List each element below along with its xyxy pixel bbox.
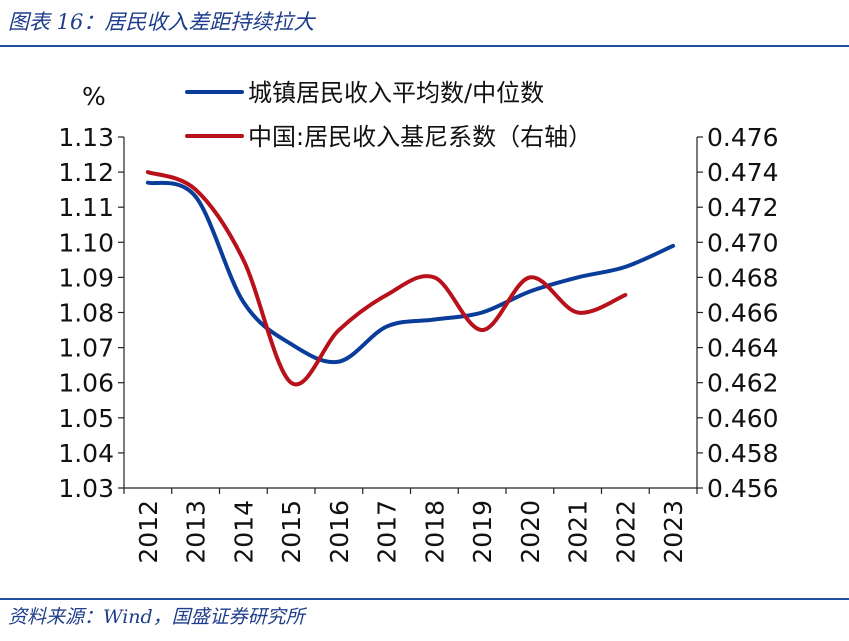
right-tick-label: 0.470 — [707, 228, 779, 257]
y-axis-label: % — [82, 82, 106, 111]
x-axis-ticks: 2012 2013 2014 2015 2016 2017 2018 2019 2020 2021… — [123, 488, 698, 564]
right-tick-label: 0.468 — [707, 263, 779, 292]
source-note: 资料来源：Wind，国盛证券研究所 — [8, 606, 305, 628]
x-tick-label: 2015 — [277, 500, 306, 564]
legend-label-2: 中国:居民收入基尼系数（右轴） — [248, 123, 592, 151]
x-tick-label: 2017 — [373, 500, 402, 564]
left-tick-label: 1.03 — [58, 474, 114, 503]
x-tick-label: 2020 — [516, 500, 545, 564]
series-line-2 — [145, 170, 628, 387]
figure-title: 图表 16：居民收入差距持续拉大 — [8, 10, 315, 34]
series-lines — [145, 170, 676, 387]
right-tick-label: 0.458 — [707, 439, 779, 468]
right-tick-label: 0.472 — [707, 193, 779, 222]
x-tick-label: 2014 — [229, 500, 258, 564]
x-tick-label: 2013 — [182, 500, 211, 564]
x-tick-label: 2012 — [134, 500, 163, 564]
right-axis-ticks: 0.456 0.458 0.460 0.462 0.464 0.466 0.468 0.470… — [697, 123, 779, 503]
x-tick-label: 2022 — [611, 500, 640, 564]
right-tick-label: 0.466 — [707, 299, 779, 328]
left-axis-ticks: 1.03 1.04 1.05 1.06 1.07 1.08 1.09 1.10 1.11 1.12… — [58, 123, 124, 503]
right-tick-label: 0.476 — [707, 123, 779, 152]
left-tick-label: 1.12 — [58, 158, 114, 187]
series-line-1 — [145, 180, 676, 365]
left-tick-label: 1.11 — [58, 193, 114, 222]
right-tick-label: 0.462 — [707, 369, 779, 398]
source-rule — [0, 598, 849, 600]
left-tick-label: 1.05 — [58, 404, 114, 433]
left-tick-label: 1.08 — [58, 299, 114, 328]
x-tick-label: 2016 — [325, 500, 354, 564]
left-tick-label: 1.09 — [58, 263, 114, 292]
title-rule — [0, 45, 849, 47]
x-tick-label: 2018 — [420, 500, 449, 564]
x-tick-label: 2019 — [468, 500, 497, 564]
x-tick-label: 2023 — [659, 500, 688, 564]
right-tick-label: 0.464 — [707, 334, 779, 363]
right-tick-label: 0.460 — [707, 404, 779, 433]
right-tick-label: 0.474 — [707, 158, 779, 187]
right-tick-label: 0.456 — [707, 474, 779, 503]
left-tick-label: 1.10 — [58, 228, 114, 257]
legend-label-1: 城镇居民收入平均数/中位数 — [248, 79, 544, 107]
left-tick-label: 1.13 — [58, 123, 114, 152]
left-tick-label: 1.07 — [58, 334, 114, 363]
x-tick-label: 2021 — [564, 500, 593, 564]
left-tick-label: 1.06 — [58, 369, 114, 398]
chart-axes — [123, 137, 698, 489]
left-tick-label: 1.04 — [58, 439, 114, 468]
